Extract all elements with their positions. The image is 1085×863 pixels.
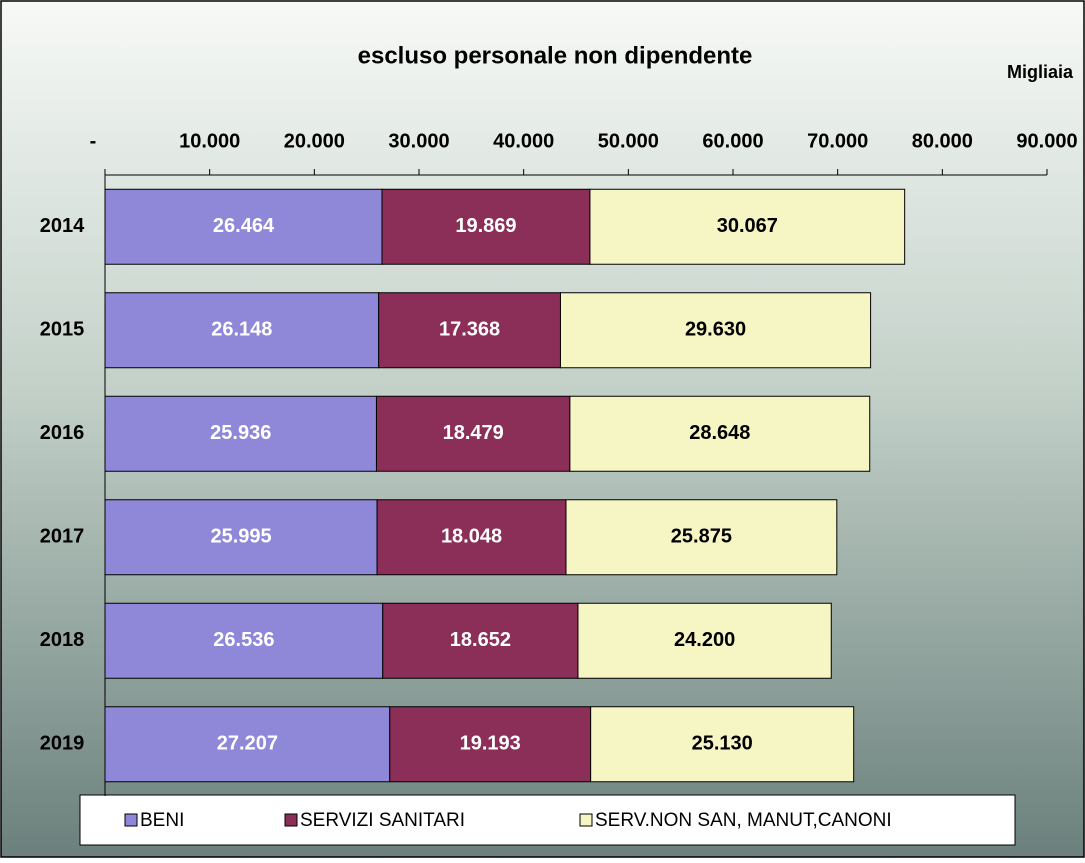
data-label: 30.067 <box>717 215 778 237</box>
data-label: 26.148 <box>211 319 272 341</box>
x-tick-label: - <box>90 130 97 152</box>
x-tick-label: 40.000 <box>493 130 554 152</box>
y-tick-label: 2016 <box>40 422 85 444</box>
bar-segment <box>376 499 567 576</box>
data-label: 28.648 <box>689 422 750 444</box>
data-label: 25.936 <box>210 422 271 444</box>
bar-segment <box>589 188 906 265</box>
bar-segment <box>104 602 384 679</box>
legend-swatch <box>124 813 138 827</box>
bar-segment <box>565 499 838 576</box>
x-tick-label: 10.000 <box>179 130 240 152</box>
x-tick-label: 70.000 <box>807 130 868 152</box>
bar-segment <box>559 292 872 369</box>
bar-segment <box>382 602 579 679</box>
data-label: 29.630 <box>685 319 746 341</box>
data-label: 25.875 <box>671 526 732 548</box>
bar-segment <box>590 706 855 783</box>
data-label: 19.193 <box>460 733 521 755</box>
data-label: 26.464 <box>213 215 275 237</box>
bar-segment <box>389 706 592 783</box>
data-label: 18.048 <box>441 526 502 548</box>
bar-segment <box>577 602 832 679</box>
bar-segment <box>104 292 380 369</box>
data-label: 19.869 <box>455 215 516 237</box>
chart-title: escluso personale non dipendente <box>358 42 753 69</box>
x-tick-label: 60.000 <box>702 130 763 152</box>
data-label: 26.536 <box>213 629 274 651</box>
x-tick-label: 20.000 <box>284 130 345 152</box>
bar-segment <box>104 499 378 576</box>
x-tick-label: 30.000 <box>388 130 449 152</box>
data-label: 24.200 <box>674 629 735 651</box>
legend-label: SERV.NON SAN, MANUT,CANONI <box>595 810 892 831</box>
bar-segment <box>381 188 591 265</box>
data-label: 18.479 <box>443 422 504 444</box>
bar-segment <box>104 395 377 472</box>
legend-box <box>79 794 1016 846</box>
y-tick-label: 2014 <box>40 215 85 237</box>
x-tick-label: 90.000 <box>1016 130 1077 152</box>
legend-swatch <box>284 813 298 827</box>
data-label: 27.207 <box>217 733 278 755</box>
bar-segment <box>378 292 561 369</box>
x-tick-label: 80.000 <box>912 130 973 152</box>
bar-segment <box>569 395 871 472</box>
y-tick-label: 2019 <box>40 733 85 755</box>
data-label: 25.995 <box>210 526 271 548</box>
bar-segment <box>104 706 391 783</box>
legend-swatch <box>579 813 593 827</box>
bar-segment <box>104 188 383 265</box>
data-label: 25.130 <box>692 733 753 755</box>
y-tick-label: 2017 <box>40 526 85 548</box>
bar-segment <box>375 395 571 472</box>
x-tick-label: 50.000 <box>598 130 659 152</box>
legend-label: SERVIZI SANITARI <box>300 810 465 831</box>
data-label: 17.368 <box>439 319 500 341</box>
y-tick-label: 2018 <box>40 629 85 651</box>
y-tick-label: 2015 <box>40 319 85 341</box>
unit-label: Migliaia <box>1007 62 1074 82</box>
data-label: 18.652 <box>450 629 511 651</box>
legend-label: BENI <box>140 810 184 831</box>
